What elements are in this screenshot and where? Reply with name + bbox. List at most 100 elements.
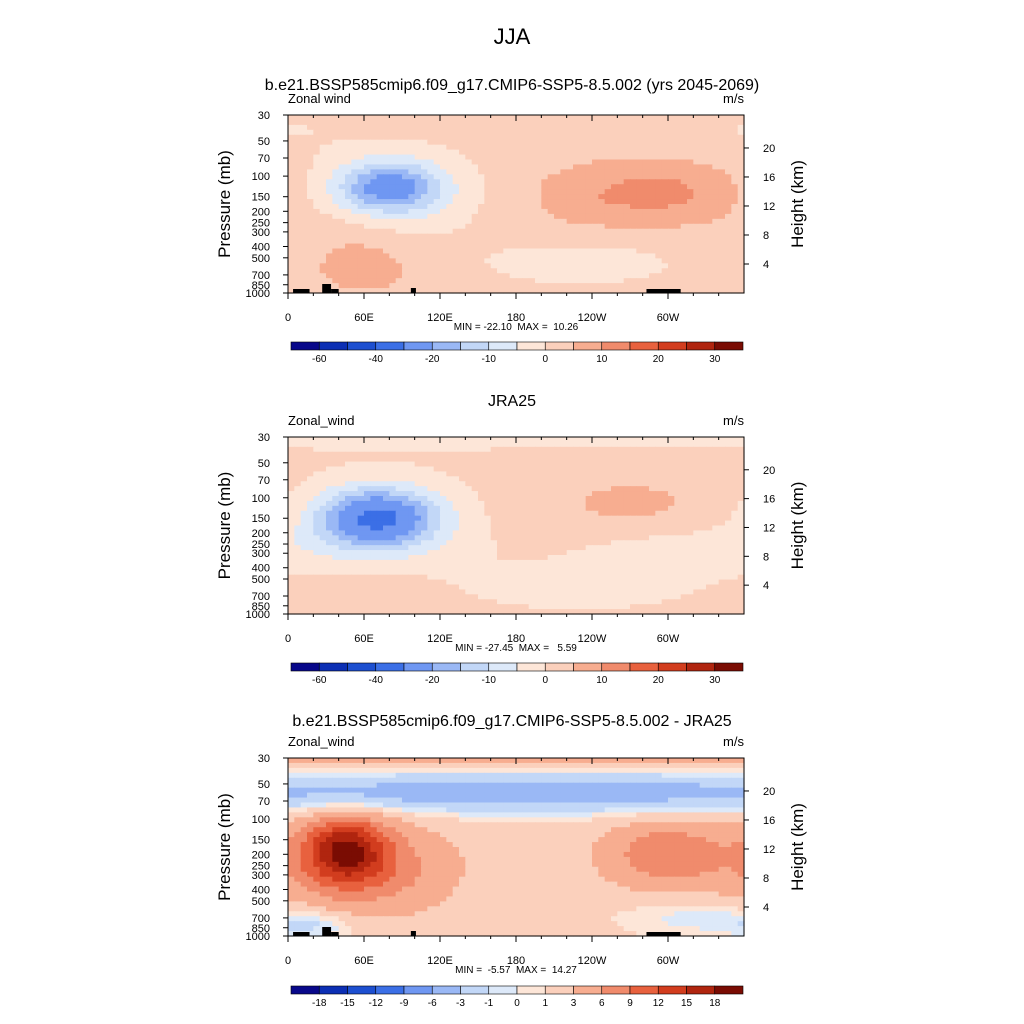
heatmap-cell — [440, 441, 447, 448]
heatmap-cell — [427, 273, 435, 279]
heatmap-cell — [376, 199, 384, 205]
heatmap-cell — [440, 545, 447, 551]
heatmap-cell — [294, 486, 302, 492]
heatmap-cell — [535, 496, 542, 502]
heatmap-cell — [566, 208, 574, 215]
heatmap-cell — [604, 579, 612, 586]
heatmap-cell — [611, 288, 618, 294]
heatmap-cell — [712, 555, 720, 561]
heatmap-cell — [547, 589, 555, 595]
heatmap-cell — [737, 169, 745, 175]
heatmap-cell — [471, 288, 479, 294]
heatmap-cell — [604, 144, 612, 151]
heatmap-cell — [300, 154, 308, 161]
heatmap-cell — [535, 461, 542, 468]
heatmap-cell — [611, 124, 618, 131]
heatmap-cell — [630, 437, 637, 443]
terrain-block — [331, 289, 339, 293]
heatmap-cell — [509, 154, 517, 161]
heatmap-cell — [604, 550, 612, 556]
heatmap-cell — [433, 505, 441, 512]
heatmap-cell — [528, 451, 536, 458]
heatmap-cell — [503, 243, 511, 250]
heatmap-cell — [364, 149, 371, 156]
heatmap-cell — [573, 164, 580, 170]
heatmap-cell — [497, 584, 504, 591]
colorbar-swatch — [460, 341, 490, 351]
heatmap-cell — [497, 481, 504, 487]
heatmap-cell — [680, 159, 688, 166]
heatmap-cell — [402, 119, 409, 126]
heatmap-cell — [395, 189, 403, 195]
heatmap-cell — [522, 115, 530, 121]
heatmap-cell — [579, 115, 587, 121]
heatmap-cell — [503, 496, 511, 502]
heatmap-cell — [459, 569, 466, 576]
heatmap-cell — [408, 525, 416, 532]
heatmap-cell — [414, 559, 422, 566]
heatmap-cell — [630, 159, 637, 166]
heatmap-cell — [433, 169, 441, 175]
heatmap-cell — [389, 233, 397, 240]
heatmap-cell — [674, 243, 682, 250]
heatmap-cell — [351, 437, 359, 443]
heatmap-cell — [541, 243, 549, 250]
heatmap-cell — [706, 208, 713, 215]
heatmap-cell — [503, 505, 511, 512]
heatmap-cell — [680, 510, 688, 517]
heatmap-cell — [484, 268, 492, 274]
heatmap-cell — [376, 174, 384, 180]
heatmap-cell — [421, 441, 428, 448]
heatmap-cell — [288, 134, 295, 141]
heatmap-cell — [687, 437, 694, 443]
heatmap-cell — [484, 545, 492, 551]
heatmap-cell — [579, 437, 587, 443]
colorbar-swatch — [431, 341, 461, 351]
heatmap-cell — [592, 574, 599, 581]
heatmap-cell — [598, 213, 606, 220]
heatmap-cell — [661, 496, 669, 502]
heatmap-cell — [440, 228, 447, 235]
heatmap-cell — [357, 119, 365, 126]
heatmap-cell — [693, 124, 701, 131]
heatmap-cell — [693, 525, 701, 532]
heatmap-cell — [573, 555, 580, 561]
heatmap-cell — [573, 258, 580, 264]
heatmap-cell — [560, 510, 568, 517]
heatmap-cell — [414, 564, 422, 571]
heatmap-cell — [649, 164, 656, 170]
heatmap-cell — [725, 258, 732, 264]
heatmap-cell — [408, 204, 416, 210]
heatmap-cell — [490, 525, 498, 532]
heatmap-cell — [414, 481, 422, 487]
heatmap-cell — [370, 139, 378, 146]
heatmap-cell — [490, 139, 498, 146]
heatmap-cell — [427, 253, 435, 259]
heatmap-cell — [725, 530, 732, 536]
heatmap-cell — [484, 520, 492, 527]
heatmap-cell — [370, 579, 378, 586]
heatmap-cell — [693, 283, 701, 289]
heatmap-cell — [370, 268, 378, 274]
heatmap-cell — [427, 520, 435, 527]
heatmap-cell — [731, 451, 739, 458]
heatmap-cell — [528, 164, 536, 170]
heatmap-cell — [731, 574, 739, 581]
heatmap-cell — [585, 461, 593, 468]
heatmap-cell — [433, 589, 441, 595]
heatmap-cell — [636, 139, 644, 146]
heatmap-cell — [725, 510, 732, 517]
heatmap-cell — [300, 555, 308, 561]
heatmap-cell — [427, 233, 435, 240]
heatmap-cell — [547, 505, 555, 512]
heatmap-cell — [490, 144, 498, 151]
heatmap-cell — [414, 243, 422, 250]
heatmap-cell — [427, 144, 435, 151]
heatmap-cell — [364, 124, 371, 131]
heatmap-cell — [661, 199, 669, 205]
heatmap-cell — [319, 129, 327, 136]
heatmap-cell — [446, 134, 454, 141]
heatmap-cell — [674, 115, 682, 121]
heatmap-cell — [642, 545, 650, 551]
heatmap-cell — [592, 288, 599, 294]
